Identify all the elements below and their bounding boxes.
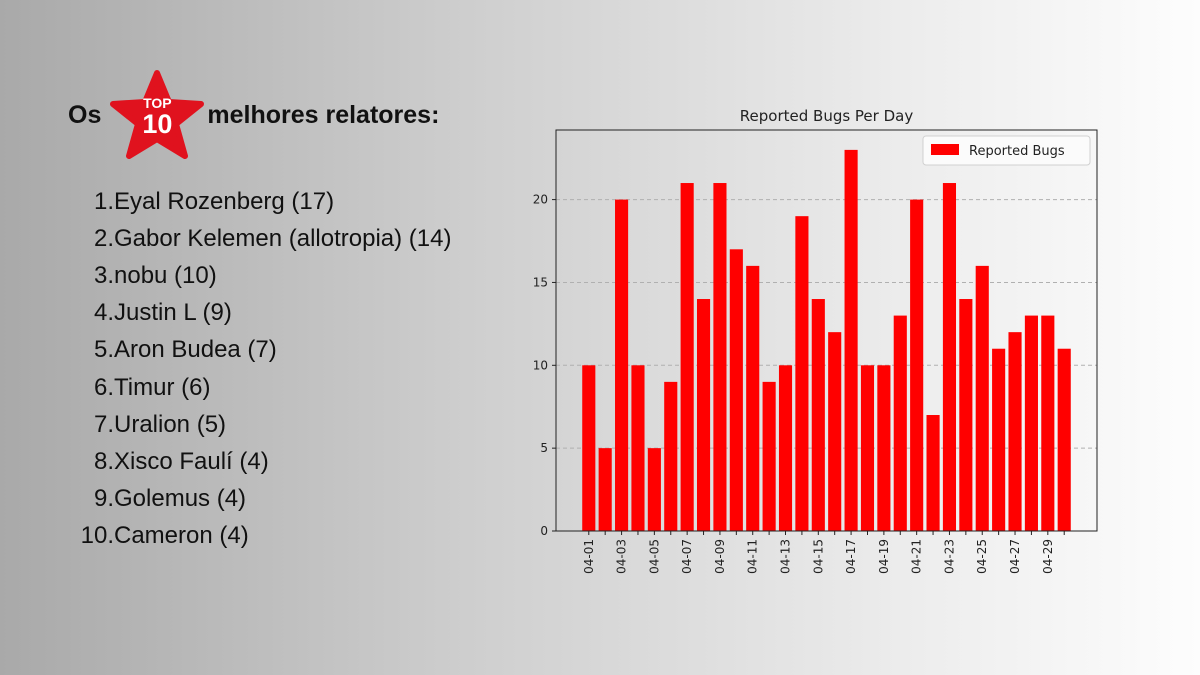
rank: 4. <box>93 299 114 327</box>
bar-04-04 <box>631 365 645 531</box>
bar-04-19 <box>877 365 891 531</box>
x-tick-label: 04-17 <box>844 539 858 574</box>
x-tick-label: 04-13 <box>779 539 793 574</box>
chart-title: Reported Bugs Per Day <box>740 107 914 125</box>
list-item: 4. Justin L (9) <box>70 295 452 332</box>
legend-box <box>922 135 1091 166</box>
badge-top-text: TOP <box>143 95 172 111</box>
bar-04-28 <box>1024 315 1038 531</box>
reporter-name: Eyal Rozenberg (17) <box>114 187 335 215</box>
rank: 9. <box>93 485 114 513</box>
x-tick-label: 04-15 <box>811 539 825 574</box>
plot-frame <box>555 129 1098 532</box>
bar-04-18 <box>860 365 875 531</box>
legend-label: Reported Bugs <box>969 144 1065 159</box>
reporter-name: Gabor Kelemen (allotropia) (14) <box>114 224 452 252</box>
x-tick-label: 04-29 <box>1041 539 1055 574</box>
rank: 1. <box>93 187 114 215</box>
bar-04-26 <box>992 348 1006 531</box>
star-icon <box>110 70 205 159</box>
bar-04-17 <box>844 149 858 532</box>
x-tick-label: 04-01 <box>582 539 596 574</box>
list-item: 2. Gabor Kelemen (allotropia) (14) <box>70 220 452 257</box>
x-tick-label: 04-19 <box>877 539 891 574</box>
reporter-name: Timur (6) <box>114 373 211 401</box>
legend-swatch <box>931 144 959 155</box>
bar-04-20 <box>893 315 907 531</box>
reporters-list: 1. Eyal Rozenberg (17) 2. Gabor Kelemen (al… <box>70 183 452 555</box>
y-tick-label: 0 <box>540 524 548 538</box>
rank: 8. <box>93 447 114 475</box>
x-tick-label: 04-07 <box>680 539 694 574</box>
reporter-name: Justin L (9) <box>114 299 232 327</box>
bar-04-14 <box>795 216 809 531</box>
y-tick-label: 10 <box>533 358 548 372</box>
bar-04-29 <box>1041 315 1055 531</box>
bar-04-01 <box>582 365 596 531</box>
legend: Reported Bugs <box>922 135 1091 166</box>
x-tick-label: 04-09 <box>713 539 727 574</box>
rank: 7. <box>93 410 114 438</box>
list-item: 10. Cameron (4) <box>70 518 452 555</box>
list-item: 5. Aron Budea (7) <box>70 332 452 369</box>
bar-04-06 <box>664 381 678 531</box>
rank: 5. <box>93 336 114 364</box>
list-item: 1. Eyal Rozenberg (17) <box>70 183 452 220</box>
bar-04-02 <box>598 448 612 531</box>
bar-04-13 <box>778 365 793 531</box>
list-item: 3. nobu (10) <box>70 257 452 294</box>
x-tick-label: 04-25 <box>975 539 989 574</box>
bar-04-03 <box>615 199 629 531</box>
bar-04-27 <box>1008 332 1022 531</box>
bar-04-07 <box>680 183 694 532</box>
bar-04-09 <box>713 183 727 532</box>
bar-04-21 <box>910 199 924 531</box>
list-item: 8. Xisco Faulí (4) <box>70 443 452 480</box>
bar-04-12 <box>762 381 776 531</box>
y-tick-label: 20 <box>533 193 548 207</box>
y-tick-label: 5 <box>540 441 548 455</box>
list-item: 6. Timur (6) <box>70 369 452 406</box>
bar-chart: 0 5 10 15 20 04-01 04-03 04-05 04-07 04-09 04-11 04… <box>533 107 1098 574</box>
bar-04-10 <box>729 249 743 531</box>
rank: 3. <box>93 261 114 289</box>
x-tick-label: 04-27 <box>1008 539 1022 574</box>
bar-04-15 <box>811 299 825 531</box>
rank: 2. <box>93 224 114 252</box>
reporter-name: nobu (10) <box>114 261 217 289</box>
heading-suffix: melhores relatores: <box>207 100 440 129</box>
bar-04-30 <box>1057 348 1071 531</box>
heading-prefix: Os <box>68 100 102 129</box>
bar-04-05 <box>647 448 661 531</box>
x-tick-label: 04-05 <box>647 539 661 574</box>
x-tick-label: 04-03 <box>615 539 629 574</box>
list-item: 9. Golemus (4) <box>70 481 452 518</box>
bar-04-23 <box>942 183 957 532</box>
reporter-name: Golemus (4) <box>114 485 247 513</box>
list-item: 7. Uralion (5) <box>70 406 452 443</box>
top10-star-badge: TOP 10 <box>109 69 205 161</box>
reporter-name: Xisco Faulí (4) <box>114 447 269 475</box>
x-tick-label: 04-23 <box>942 539 956 574</box>
bar-04-08 <box>696 299 711 531</box>
slide-heading: Os TOP 10 melhores relatores: <box>68 70 439 160</box>
bar-04-24 <box>959 299 973 531</box>
x-tick-label: 04-11 <box>746 539 760 574</box>
bar-04-16 <box>828 332 842 531</box>
bar-04-22 <box>926 415 940 531</box>
bar-04-11 <box>746 265 760 531</box>
y-tick-label: 15 <box>533 275 548 289</box>
x-tick-label: 04-21 <box>910 539 924 574</box>
reporter-name: Aron Budea (7) <box>114 336 277 364</box>
rank: 6. <box>93 373 114 401</box>
badge-number: 10 <box>142 109 173 139</box>
reporter-name: Uralion (5) <box>114 410 227 438</box>
rank: 10. <box>80 522 114 550</box>
bar-04-25 <box>975 265 989 531</box>
reporter-name: Cameron (4) <box>114 522 249 550</box>
